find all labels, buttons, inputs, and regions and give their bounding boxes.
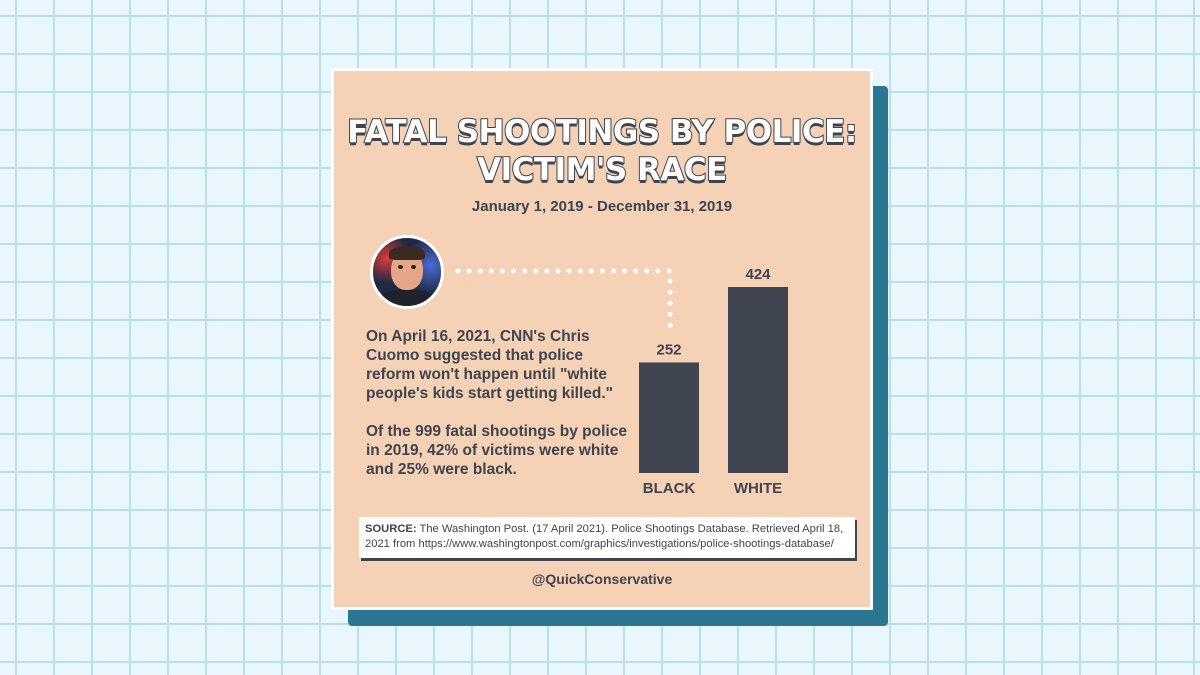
date-range: January 1, 2019 - December 31, 2019 (471, 198, 733, 215)
quote-text: On April 16, 2021, CNN's Chris Cuomo sug… (366, 328, 614, 402)
person-photo-icon (370, 235, 444, 309)
dotted-connector (455, 268, 673, 336)
category-label-black: BLACK (643, 480, 696, 497)
social-handle: @QuickConservative (531, 571, 673, 587)
chart-title: FATAL SHOOTINGS BY POLICE: VICTIM'S RACE (346, 113, 858, 189)
callout-text: On April 16, 2021, CNN's Chris Cuomo sug… (366, 327, 628, 498)
bar-chart: 252 BLACK 424 WHITE (455, 266, 788, 497)
value-label-black: 252 (656, 341, 681, 358)
bar-white (728, 287, 788, 473)
bar-black (639, 362, 699, 473)
source-citation: SOURCE: The Washington Post. (17 April 2… (359, 517, 855, 558)
source-text: The Washington Post. (17 April 2021). Po… (365, 523, 844, 550)
category-label-white: WHITE (734, 480, 782, 497)
infographic-card: FATAL SHOOTINGS BY POLICE: VICTIM'S RACE… (331, 68, 873, 610)
fact-text: Of the 999 fatal shootings by police in … (366, 423, 627, 478)
value-label-white: 424 (745, 266, 771, 283)
source-label: SOURCE: (365, 523, 417, 535)
